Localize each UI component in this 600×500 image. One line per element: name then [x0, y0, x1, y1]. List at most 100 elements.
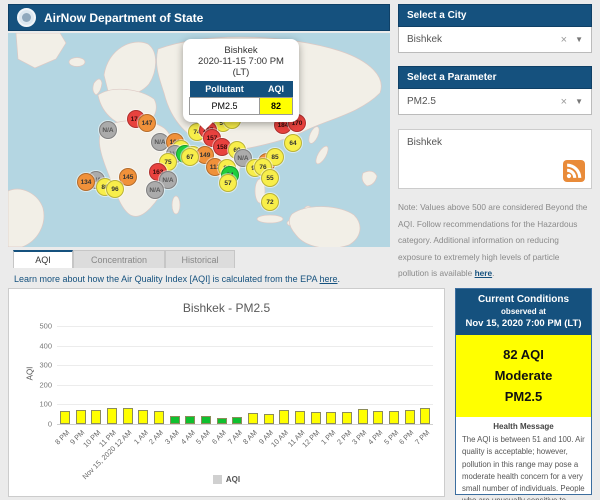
cc-pollutant: PM2.5 [460, 387, 587, 408]
y-tick-label: 0 [48, 420, 52, 429]
gridline [57, 404, 433, 405]
gridline [57, 365, 433, 366]
x-tick-label: 6 PM [397, 428, 415, 446]
popup-aqi-value: 82 [260, 98, 293, 115]
clear-parameter-icon[interactable]: × [561, 96, 567, 108]
aqi-marker[interactable]: 55 [261, 169, 279, 187]
aqi-marker[interactable]: N/A [99, 121, 117, 139]
popup-timezone: (LT) [189, 67, 293, 78]
aqi-bar [91, 410, 101, 424]
gridline [57, 326, 433, 327]
chevron-down-icon[interactable]: ▼ [575, 35, 583, 44]
popup-col-aqi: AQI [260, 81, 293, 98]
aqi-marker[interactable]: 96 [106, 180, 124, 198]
aqi-marker[interactable]: 147 [138, 114, 156, 132]
aqi-marker[interactable]: N/A [146, 181, 164, 199]
x-tick-label: 2 AM [147, 428, 165, 446]
y-tick-label: 400 [39, 341, 52, 350]
aqi-marker[interactable]: 67 [181, 148, 199, 166]
learn-more-text: Learn more about how the Air Quality Ind… [14, 274, 340, 284]
aqi-bar [295, 411, 305, 424]
aqi-marker[interactable]: 57 [219, 174, 237, 192]
sidebar: Select a City Bishkek × ▼ Select a Param… [398, 4, 592, 282]
aqi-bar [123, 408, 133, 424]
select-city-header: Select a City [398, 4, 592, 27]
cc-aqi-block: 82 AQI Moderate PM2.5 [456, 335, 591, 417]
aqi-bar [420, 408, 430, 424]
aqi-marker[interactable]: 72 [261, 193, 279, 211]
y-tick-label: 500 [39, 322, 52, 331]
x-tick-label: 3 PM [350, 428, 368, 446]
aqi-bar [326, 412, 336, 424]
aqi-bar [217, 418, 227, 424]
beyond-aqi-note: Note: Values above 500 are considered Be… [398, 199, 592, 282]
select-parameter-header: Select a Parameter [398, 66, 592, 89]
aqi-bar [185, 416, 195, 424]
legend-swatch-icon [213, 475, 222, 484]
aqi-bar [373, 411, 383, 424]
aqi-bar [358, 409, 368, 424]
feed-city-label: Bishkek [407, 137, 442, 148]
aqi-bar [201, 416, 211, 424]
x-tick-label: 4 PM [366, 428, 384, 446]
cc-observed-at: observed at [460, 307, 587, 316]
city-select[interactable]: Bishkek × ▼ [398, 27, 592, 53]
tab-aqi[interactable]: AQI [13, 250, 73, 268]
map-popup: Bishkek 2020-11-15 7:00 PM (LT) Pollutan… [183, 39, 299, 122]
popup-table: Pollutant AQI PM2.5 82 [189, 81, 293, 115]
legend-label: AQI [226, 475, 240, 484]
note-period: . [492, 268, 494, 278]
aqi-bar [232, 417, 242, 424]
view-tabs: AQI Concentration Historical [13, 250, 235, 268]
x-tick-label: 1 AM [131, 428, 149, 446]
parameter-select[interactable]: PM2.5 × ▼ [398, 89, 592, 115]
app-header: AirNow Department of State [8, 4, 390, 31]
x-tick-label: 7 PM [413, 428, 431, 446]
aqi-bar [154, 411, 164, 424]
aqi-bar [279, 410, 289, 424]
aqi-bar [60, 411, 70, 424]
note-text: Note: Values above 500 are considered Be… [398, 202, 587, 278]
clear-city-icon[interactable]: × [561, 34, 567, 46]
epa-here-link[interactable]: here [320, 274, 338, 284]
current-conditions-panel: Current Conditions observed at Nov 15, 2… [455, 288, 592, 495]
learn-more-body: Learn more about how the Air Quality Ind… [14, 274, 320, 284]
y-tick-label: 100 [39, 400, 52, 409]
note-here-link[interactable]: here [475, 268, 493, 278]
aqi-bar [248, 413, 258, 424]
chevron-down-icon[interactable]: ▼ [575, 97, 583, 106]
world-aqi-map[interactable]: N/A174147N/A10176N/A315775163N/AN/A145N/… [8, 33, 390, 247]
gridline [57, 424, 433, 425]
dept-of-state-seal-icon [17, 8, 36, 27]
learn-more-period: . [338, 274, 341, 284]
health-message: Health Message The AQI is between 51 and… [456, 417, 591, 500]
current-conditions-header: Current Conditions observed at Nov 15, 2… [456, 289, 591, 335]
gridline [57, 385, 433, 386]
x-tick-label: 5 PM [382, 428, 400, 446]
aqi-bar [405, 410, 415, 424]
tab-historical[interactable]: Historical [165, 250, 235, 268]
health-message-body: The AQI is between 51 and 100. Air quali… [462, 434, 585, 500]
cc-title: Current Conditions [460, 294, 587, 305]
x-tick-label: 4 AM [178, 428, 196, 446]
aqi-bar [107, 408, 117, 424]
tab-concentration[interactable]: Concentration [73, 250, 165, 268]
x-tick-label: 8 PM [53, 428, 71, 446]
city-select-value: Bishkek [407, 34, 561, 45]
aqi-marker[interactable]: 134 [77, 173, 95, 191]
cc-aqi-category: Moderate [460, 366, 587, 387]
cc-aqi-value: 82 AQI [460, 345, 587, 366]
popup-datetime: 2020-11-15 7:00 PM [189, 56, 293, 67]
aqi-marker[interactable]: 64 [284, 134, 302, 152]
rss-icon[interactable] [563, 160, 585, 182]
aqi-bar [264, 414, 274, 424]
chart-title: Bishkek - PM2.5 [9, 301, 444, 315]
popup-col-pollutant: Pollutant [190, 81, 260, 98]
aqi-bar-chart: Bishkek - PM2.5 AQI 01002003004005008 PM… [8, 288, 445, 497]
aqi-bar [342, 412, 352, 424]
x-tick-label: 2 PM [335, 428, 353, 446]
gridline [57, 346, 433, 347]
aqi-bar [170, 416, 180, 424]
aqi-bar [311, 412, 321, 424]
popup-pollutant-value: PM2.5 [190, 98, 260, 115]
